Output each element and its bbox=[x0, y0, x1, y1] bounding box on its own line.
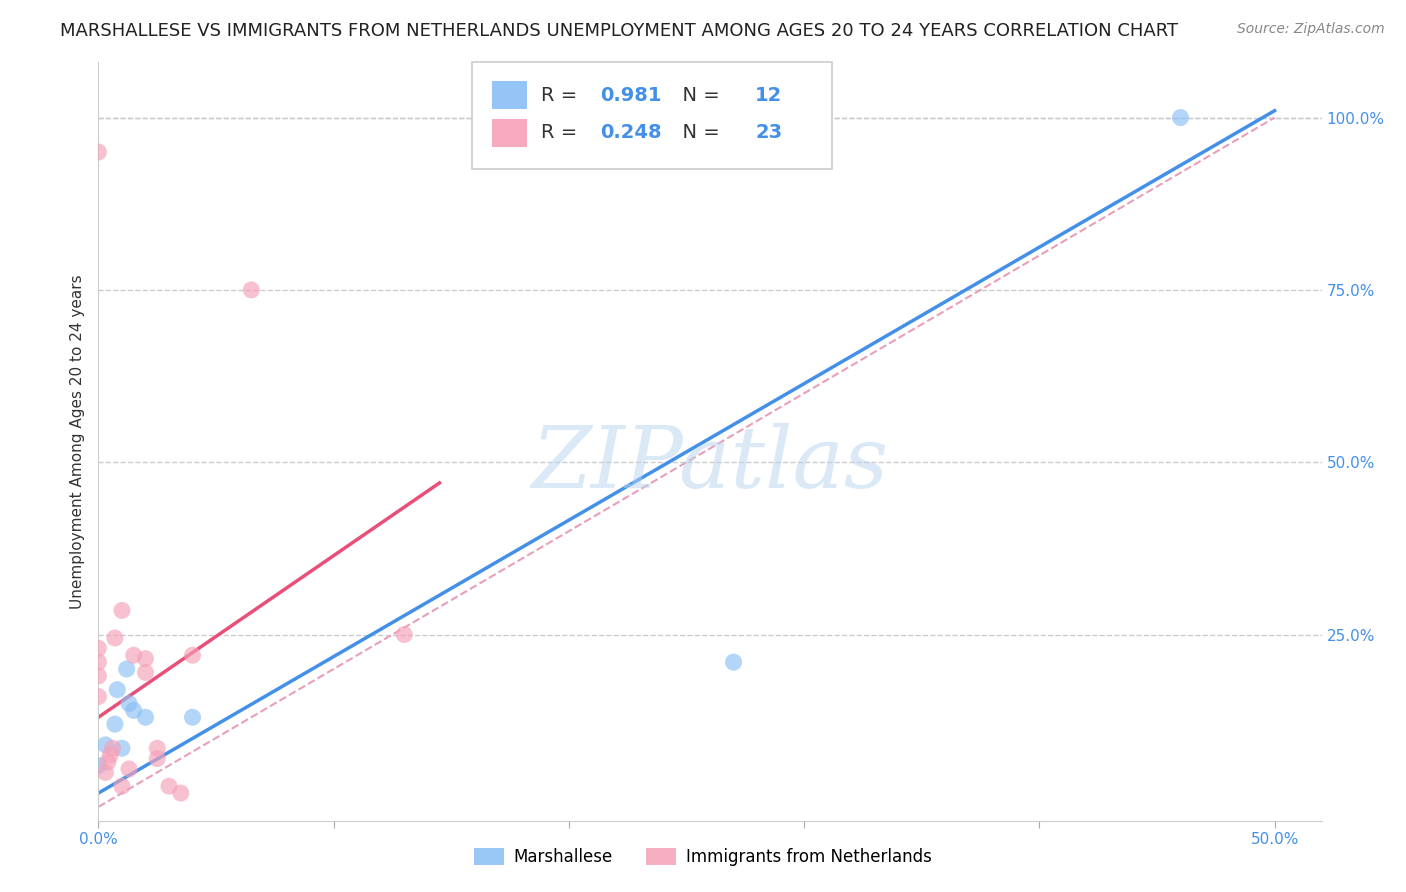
Point bbox=[98, 748, 121, 763]
Point bbox=[122, 703, 145, 717]
Point bbox=[87, 655, 110, 669]
Point bbox=[87, 145, 110, 159]
Point bbox=[104, 631, 127, 645]
Text: 0.981: 0.981 bbox=[600, 86, 661, 104]
Point bbox=[134, 665, 156, 680]
Point bbox=[111, 603, 134, 617]
Point bbox=[87, 690, 110, 704]
Point bbox=[97, 755, 120, 769]
Point bbox=[134, 651, 156, 665]
Point bbox=[181, 710, 204, 724]
Point bbox=[115, 662, 138, 676]
Point bbox=[170, 786, 193, 800]
Text: R =: R = bbox=[541, 123, 583, 143]
Point bbox=[122, 648, 145, 663]
Text: MARSHALLESE VS IMMIGRANTS FROM NETHERLANDS UNEMPLOYMENT AMONG AGES 20 TO 24 YEAR: MARSHALLESE VS IMMIGRANTS FROM NETHERLAN… bbox=[59, 22, 1178, 40]
Point bbox=[392, 627, 416, 641]
Text: Source: ZipAtlas.com: Source: ZipAtlas.com bbox=[1237, 22, 1385, 37]
Point bbox=[723, 655, 745, 669]
FancyBboxPatch shape bbox=[492, 80, 527, 110]
Point bbox=[240, 283, 263, 297]
Point bbox=[181, 648, 204, 663]
Point bbox=[94, 765, 117, 780]
Text: 12: 12 bbox=[755, 86, 783, 104]
Point bbox=[105, 682, 128, 697]
Text: N =: N = bbox=[669, 86, 725, 104]
Point bbox=[87, 641, 110, 656]
Point bbox=[94, 738, 117, 752]
Text: ZIPatlas: ZIPatlas bbox=[531, 423, 889, 506]
Legend: Marshallese, Immigrants from Netherlands: Marshallese, Immigrants from Netherlands bbox=[465, 840, 941, 875]
Point bbox=[101, 741, 124, 756]
Text: R =: R = bbox=[541, 86, 583, 104]
Point bbox=[87, 758, 110, 772]
Point bbox=[1170, 111, 1192, 125]
Point bbox=[118, 762, 141, 776]
Point bbox=[111, 741, 134, 756]
Text: N =: N = bbox=[669, 123, 725, 143]
FancyBboxPatch shape bbox=[492, 119, 527, 147]
FancyBboxPatch shape bbox=[471, 62, 832, 169]
Text: 0.248: 0.248 bbox=[600, 123, 662, 143]
Y-axis label: Unemployment Among Ages 20 to 24 years: Unemployment Among Ages 20 to 24 years bbox=[69, 274, 84, 609]
Point bbox=[146, 751, 169, 765]
Point bbox=[146, 741, 169, 756]
Point bbox=[87, 669, 110, 683]
Text: 23: 23 bbox=[755, 123, 782, 143]
Point bbox=[111, 779, 134, 793]
Point bbox=[104, 717, 127, 731]
Point bbox=[157, 779, 180, 793]
Point bbox=[118, 697, 141, 711]
Point bbox=[134, 710, 156, 724]
